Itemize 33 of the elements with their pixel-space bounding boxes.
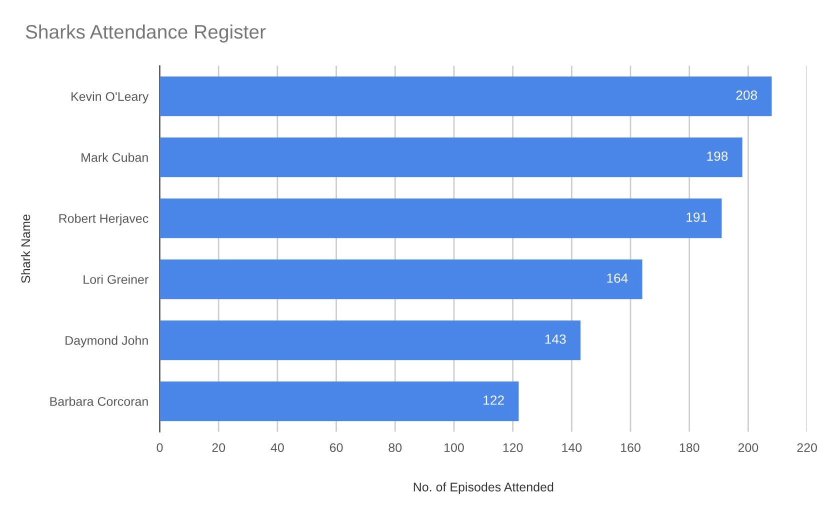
y-tick-label: Barbara Corcoran bbox=[50, 396, 148, 406]
data-label: 164 bbox=[607, 273, 628, 283]
x-tick-label: 40 bbox=[270, 443, 284, 452]
data-label: 143 bbox=[545, 334, 566, 344]
y-tick-label: Daymond John bbox=[66, 336, 148, 348]
bar bbox=[160, 259, 642, 300]
bar bbox=[160, 198, 722, 238]
x-tick-label: 0 bbox=[156, 443, 163, 452]
x-tick-label: 120 bbox=[503, 443, 523, 452]
y-tick-label: Mark Cuban bbox=[82, 152, 148, 162]
chart-title: Sharks Attendance Register bbox=[26, 24, 266, 43]
x-tick-label: 80 bbox=[388, 443, 402, 452]
y-tick-label: Robert Herjavec bbox=[59, 214, 148, 226]
data-label: 122 bbox=[484, 395, 504, 405]
bar bbox=[160, 76, 772, 116]
y-tick-label: Kevin O'Leary bbox=[72, 92, 149, 104]
y-axis-title: Shark Name bbox=[20, 214, 30, 283]
bar bbox=[160, 137, 742, 178]
bar bbox=[160, 381, 519, 422]
x-tick-label: 180 bbox=[680, 443, 700, 452]
y-tick-label: Lori Greiner bbox=[84, 274, 148, 284]
x-tick-label: 20 bbox=[212, 443, 226, 452]
x-tick-label: 100 bbox=[444, 443, 464, 452]
data-label: 198 bbox=[707, 151, 728, 161]
data-label: 208 bbox=[736, 90, 758, 100]
data-label: 191 bbox=[686, 212, 707, 222]
x-tick-label: 140 bbox=[562, 443, 582, 452]
x-axis-title: No. of Episodes Attended bbox=[414, 482, 554, 494]
bar bbox=[160, 320, 580, 360]
x-tick-label: 220 bbox=[797, 443, 817, 452]
x-tick-label: 60 bbox=[330, 443, 343, 452]
x-tick-label: 160 bbox=[621, 443, 640, 452]
x-tick-label: 200 bbox=[738, 443, 758, 452]
